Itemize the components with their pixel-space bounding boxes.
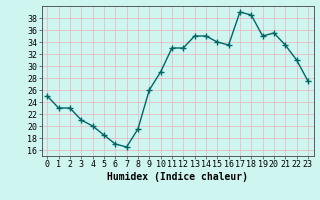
X-axis label: Humidex (Indice chaleur): Humidex (Indice chaleur) — [107, 172, 248, 182]
